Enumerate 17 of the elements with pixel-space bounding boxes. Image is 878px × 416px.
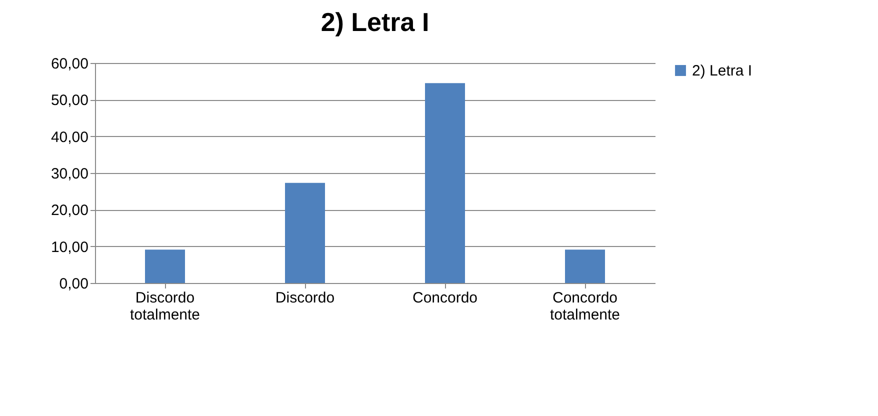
y-tick-label: 20,00 <box>50 202 88 220</box>
bar <box>285 182 325 283</box>
y-tick-label: 60,00 <box>50 56 88 72</box>
chart-title: 2) Letra I <box>320 7 430 37</box>
x-tick-label: Discordo <box>275 290 335 306</box>
y-tick-label: 40,00 <box>50 128 88 146</box>
legend-label: 2) Letra I <box>692 62 752 80</box>
x-tick-label: Discordo totalmente <box>130 290 200 324</box>
bar <box>145 250 185 283</box>
y-tick-label: 30,00 <box>50 166 88 182</box>
bar <box>565 250 605 283</box>
x-tick-label: Concordo totalmente <box>550 290 620 324</box>
y-tick-label: 0,00 <box>59 276 88 292</box>
y-tick-label: 10,00 <box>50 238 88 256</box>
y-tick-label: 50,00 <box>50 92 88 110</box>
bar <box>425 83 465 283</box>
x-tick-label: Concordo <box>412 290 478 306</box>
